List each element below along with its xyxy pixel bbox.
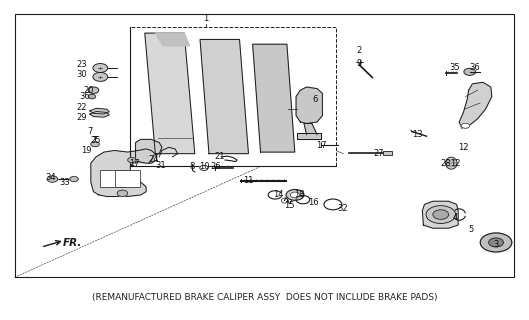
- Circle shape: [433, 210, 449, 219]
- Text: 21: 21: [215, 152, 225, 161]
- Text: 31: 31: [156, 161, 166, 170]
- Circle shape: [489, 238, 504, 247]
- Circle shape: [47, 176, 58, 182]
- Text: 35: 35: [450, 62, 460, 72]
- Text: 11: 11: [243, 176, 254, 185]
- Text: 25: 25: [91, 136, 102, 146]
- Text: 18: 18: [295, 190, 305, 199]
- Circle shape: [93, 72, 108, 81]
- Text: 20: 20: [83, 86, 94, 95]
- Text: 17: 17: [129, 159, 140, 168]
- Circle shape: [70, 177, 78, 181]
- Polygon shape: [459, 82, 492, 128]
- Bar: [130, 27, 335, 166]
- Circle shape: [286, 189, 304, 200]
- Circle shape: [117, 190, 127, 196]
- Text: 19: 19: [81, 146, 92, 155]
- Text: 27: 27: [373, 149, 384, 158]
- Circle shape: [127, 157, 136, 163]
- Circle shape: [88, 87, 99, 93]
- Bar: [14, 14, 515, 277]
- Text: 26: 26: [211, 162, 222, 171]
- Text: 2: 2: [357, 46, 362, 55]
- Text: 30: 30: [76, 70, 87, 79]
- Text: FR.: FR.: [63, 238, 83, 248]
- Circle shape: [88, 94, 96, 99]
- Polygon shape: [297, 133, 321, 140]
- Text: 23: 23: [76, 60, 87, 69]
- Circle shape: [426, 206, 455, 223]
- Text: 12: 12: [450, 159, 460, 168]
- Circle shape: [93, 64, 108, 72]
- Text: 28: 28: [441, 159, 451, 168]
- Text: 14: 14: [273, 190, 284, 199]
- Polygon shape: [145, 33, 195, 154]
- Text: 8: 8: [190, 162, 195, 171]
- Circle shape: [480, 233, 512, 252]
- Text: 6: 6: [312, 95, 318, 104]
- Polygon shape: [253, 44, 295, 152]
- Text: 32: 32: [338, 204, 348, 213]
- Bar: [101, 170, 125, 187]
- Polygon shape: [90, 108, 110, 114]
- Text: 9: 9: [357, 59, 362, 68]
- Circle shape: [324, 199, 342, 210]
- Text: 13: 13: [412, 130, 423, 139]
- Polygon shape: [200, 39, 249, 154]
- Text: 1: 1: [203, 14, 208, 23]
- Circle shape: [461, 123, 470, 128]
- Circle shape: [290, 192, 300, 198]
- Text: 15: 15: [285, 202, 295, 211]
- Text: 5: 5: [469, 225, 474, 234]
- Polygon shape: [90, 111, 110, 117]
- Text: 33: 33: [59, 178, 70, 187]
- Bar: [114, 170, 140, 187]
- Polygon shape: [304, 124, 317, 135]
- Polygon shape: [91, 149, 157, 196]
- Polygon shape: [156, 33, 189, 46]
- Text: 16: 16: [307, 198, 318, 207]
- Text: 10: 10: [199, 162, 209, 171]
- Polygon shape: [135, 140, 162, 163]
- Text: 12: 12: [458, 143, 469, 152]
- Text: 34: 34: [45, 173, 56, 182]
- Text: 4: 4: [452, 212, 458, 222]
- Circle shape: [296, 196, 310, 204]
- Text: (REMANUFACTURED BRAKE CALIPER ASSY  DOES NOT INCLUDE BRAKE PADS): (REMANUFACTURED BRAKE CALIPER ASSY DOES …: [92, 293, 437, 302]
- Bar: [383, 151, 393, 155]
- Circle shape: [200, 165, 208, 171]
- Text: 17: 17: [316, 141, 326, 150]
- Circle shape: [464, 68, 476, 75]
- Polygon shape: [422, 201, 458, 228]
- Text: 36: 36: [79, 92, 90, 101]
- Circle shape: [91, 142, 99, 147]
- Polygon shape: [296, 87, 322, 124]
- Text: 36: 36: [470, 62, 480, 72]
- Text: 24: 24: [149, 155, 159, 164]
- Text: 22: 22: [76, 103, 87, 112]
- Text: 7: 7: [87, 127, 93, 136]
- Text: 3: 3: [494, 240, 499, 249]
- Text: 29: 29: [76, 113, 87, 122]
- Ellipse shape: [445, 157, 457, 169]
